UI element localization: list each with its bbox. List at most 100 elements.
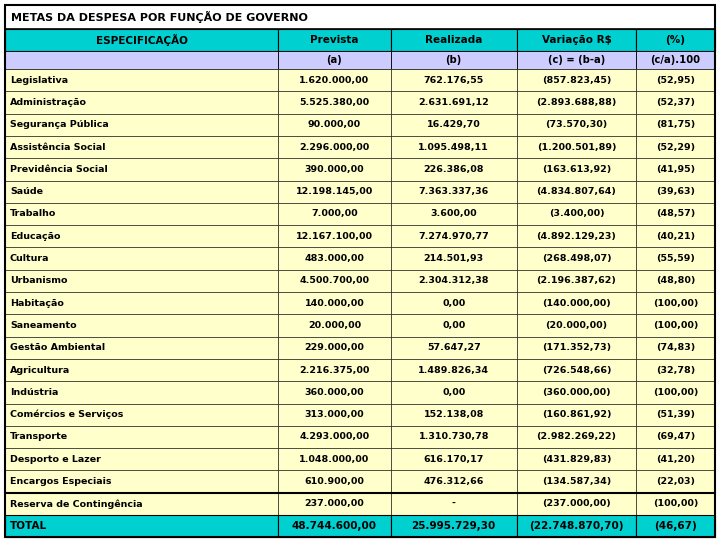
Bar [279, 113, 390, 136]
Bar [517, 515, 636, 537]
Text: 2.631.691,12: 2.631.691,12 [418, 98, 489, 107]
Text: Legislativa: Legislativa [10, 76, 68, 85]
Text: Assistência Social: Assistência Social [10, 143, 106, 152]
Bar [5, 158, 279, 180]
Text: Gestão Ambiental: Gestão Ambiental [10, 343, 105, 352]
Bar [5, 448, 279, 470]
Bar [390, 426, 517, 448]
Text: (1.200.501,89): (1.200.501,89) [537, 143, 616, 152]
Text: 483.000,00: 483.000,00 [305, 254, 364, 263]
Text: 360.000,00: 360.000,00 [305, 388, 364, 397]
Text: 90.000,00: 90.000,00 [308, 120, 361, 129]
Bar [390, 203, 517, 225]
Bar [279, 448, 390, 470]
Bar [5, 403, 279, 426]
Text: 7.274.970,77: 7.274.970,77 [418, 232, 489, 241]
Text: (c/a).100: (c/a).100 [651, 55, 701, 65]
Bar [517, 336, 636, 359]
Bar [636, 225, 715, 247]
Text: 762.176,55: 762.176,55 [423, 76, 484, 85]
Bar [636, 136, 715, 158]
Bar [517, 292, 636, 314]
Bar [636, 426, 715, 448]
Bar [279, 314, 390, 336]
Bar [636, 359, 715, 381]
Bar [390, 247, 517, 269]
Text: Educação: Educação [10, 232, 60, 241]
Bar [517, 69, 636, 91]
Bar [5, 69, 279, 91]
Text: (22.748.870,70): (22.748.870,70) [529, 521, 624, 531]
Text: (39,63): (39,63) [656, 187, 695, 196]
Text: 0,00: 0,00 [442, 388, 465, 397]
Text: (69,47): (69,47) [656, 433, 696, 442]
Bar [279, 136, 390, 158]
Text: Encargos Especiais: Encargos Especiais [10, 477, 112, 486]
Bar [279, 225, 390, 247]
Text: (2.196.387,62): (2.196.387,62) [536, 276, 616, 285]
Text: 152.138,08: 152.138,08 [423, 410, 484, 419]
Text: (20.000,00): (20.000,00) [546, 321, 608, 330]
Bar [517, 448, 636, 470]
Text: 2.216.375,00: 2.216.375,00 [300, 366, 369, 375]
Bar [390, 292, 517, 314]
Bar [279, 515, 390, 537]
Text: Segurança Pública: Segurança Pública [10, 120, 109, 129]
Text: (3.400,00): (3.400,00) [549, 210, 604, 219]
Bar [390, 314, 517, 336]
Text: 7.363.337,36: 7.363.337,36 [418, 187, 489, 196]
Bar [5, 225, 279, 247]
Text: Agricultura: Agricultura [10, 366, 71, 375]
Bar [279, 69, 390, 91]
Text: (51,39): (51,39) [656, 410, 695, 419]
Text: (360.000,00): (360.000,00) [542, 388, 611, 397]
Bar [279, 203, 390, 225]
Text: TOTAL: TOTAL [10, 521, 47, 531]
Bar [636, 91, 715, 113]
Text: 12.198.145,00: 12.198.145,00 [296, 187, 373, 196]
Bar [5, 180, 279, 203]
Text: (48,80): (48,80) [656, 276, 696, 285]
Text: (726.548,66): (726.548,66) [542, 366, 611, 375]
Bar [279, 180, 390, 203]
Text: 1.620.000,00: 1.620.000,00 [300, 76, 369, 85]
Text: Indústria: Indústria [10, 388, 58, 397]
Text: 48.744.600,00: 48.744.600,00 [292, 521, 377, 531]
Bar [390, 158, 517, 180]
Text: 237.000,00: 237.000,00 [305, 500, 364, 508]
Text: Comércios e Serviços: Comércios e Serviços [10, 410, 123, 420]
Text: 140.000,00: 140.000,00 [305, 299, 364, 308]
Text: (140.000,00): (140.000,00) [542, 299, 611, 308]
Bar [636, 448, 715, 470]
Bar [390, 180, 517, 203]
Bar [5, 492, 279, 515]
Text: 2.296.000,00: 2.296.000,00 [300, 143, 369, 152]
Bar [279, 381, 390, 403]
Text: Transporte: Transporte [10, 433, 68, 442]
Text: Previdência Social: Previdência Social [10, 165, 108, 174]
Text: (81,75): (81,75) [656, 120, 696, 129]
Text: 214.501,93: 214.501,93 [423, 254, 484, 263]
Bar [5, 51, 279, 69]
Text: (55,59): (55,59) [656, 254, 695, 263]
Bar [517, 136, 636, 158]
Text: Realizada: Realizada [425, 35, 482, 45]
Text: 7.000,00: 7.000,00 [311, 210, 358, 219]
Bar [5, 336, 279, 359]
Text: (48,57): (48,57) [656, 210, 696, 219]
Bar [279, 91, 390, 113]
Bar [517, 29, 636, 51]
Text: 2.304.312,38: 2.304.312,38 [418, 276, 489, 285]
Bar [517, 492, 636, 515]
Text: Administração: Administração [10, 98, 87, 107]
Bar [5, 113, 279, 136]
Text: METAS DA DESPESA POR FUNÇÃO DE GOVERNO: METAS DA DESPESA POR FUNÇÃO DE GOVERNO [11, 11, 308, 23]
Bar [5, 515, 279, 537]
Bar [279, 51, 390, 69]
Text: 57.647,27: 57.647,27 [427, 343, 480, 352]
Bar [636, 470, 715, 492]
Text: 610.900,00: 610.900,00 [305, 477, 364, 486]
Bar [5, 29, 279, 51]
Bar [279, 247, 390, 269]
Bar [390, 269, 517, 292]
